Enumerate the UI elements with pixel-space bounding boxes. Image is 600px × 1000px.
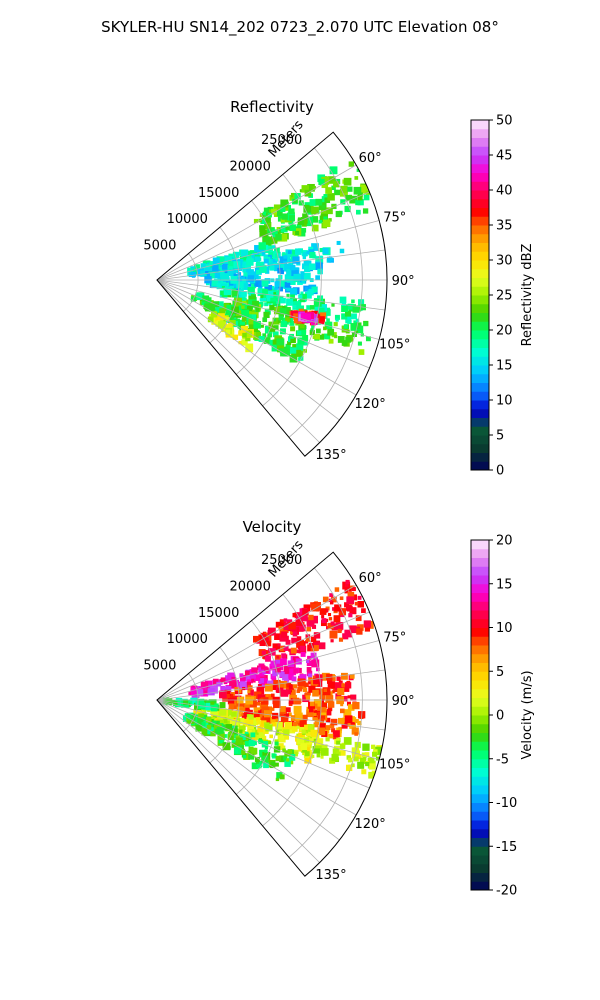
range-tick-label: 20000 [229, 579, 270, 594]
azimuth-gridline [156, 699, 380, 760]
echo-region [253, 161, 371, 246]
figure-suptitle: SKYLER-HU SN14_202 0723_2.070 UTC Elevat… [101, 18, 499, 37]
azimuth-tick-label: 135° [315, 868, 346, 883]
colorbar-tick-label: 0 [496, 464, 504, 479]
colorbar-tick-label: 50 [496, 114, 513, 129]
colorbar-tick-label: 0 [496, 709, 504, 724]
range-tick-label: 25000 [261, 133, 302, 148]
azimuth-gridline [156, 699, 340, 841]
azimuth-tick-label: 75° [383, 630, 406, 645]
azimuth-gridline [156, 279, 370, 369]
colorbar-tick-label: 35 [496, 219, 513, 234]
colorbar-tick-label: 45 [496, 149, 513, 164]
azimuth-gridline [156, 279, 357, 396]
azimuth-gridline [156, 279, 320, 443]
range-tick-label: 10000 [167, 632, 208, 647]
azimuth-tick-label: 90° [392, 694, 415, 709]
range-gridline [288, 567, 363, 858]
range-tick-label: 5000 [143, 239, 176, 254]
colorbar-tick-label: 15 [496, 359, 513, 374]
range-tick-label: 15000 [198, 186, 239, 201]
azimuth-gridline [156, 699, 320, 863]
sector-frame [156, 131, 388, 457]
azimuth-gridline [156, 611, 370, 701]
colorbar-tick-label: 15 [496, 577, 513, 592]
azimuth-gridline [156, 279, 380, 340]
range-gridline [235, 200, 281, 375]
azimuth-tick-label: 120° [354, 817, 385, 832]
panel-title: Velocity [243, 518, 302, 536]
colorbar-tick-label: 20 [496, 534, 513, 549]
range-tick-label: 25000 [261, 553, 302, 568]
azimuth-gridline [156, 220, 380, 281]
azimuth-gridline [156, 669, 386, 701]
azimuth-gridline [156, 164, 357, 281]
range-tick-label: 15000 [198, 606, 239, 621]
colorbar-tick-label: 10 [496, 394, 513, 409]
echo-region [190, 292, 309, 363]
colorbar-tick-label: -15 [496, 840, 517, 855]
azimuth-gridline [156, 699, 357, 816]
echo-region [182, 712, 296, 782]
colorbar-tick-label: 5 [496, 665, 504, 680]
panel-title: Reflectivity [230, 98, 314, 116]
azimuth-tick-label: 60° [359, 151, 382, 166]
echo-region [296, 737, 383, 779]
colorbar-tick-label: -5 [496, 752, 509, 767]
azimuth-gridline [156, 279, 386, 311]
azimuth-gridline [156, 584, 357, 701]
range-tick-label: 10000 [167, 212, 208, 227]
azimuth-gridline [156, 640, 380, 701]
azimuth-tick-label: 135° [315, 448, 346, 463]
panel-velocity: Velocity 60° 75° 90° 105° 120° 135° 5000 10000 15… [143, 518, 535, 899]
range-tick-label: 5000 [143, 659, 176, 674]
azimuth-gridline [156, 249, 386, 281]
azimuth-gridline [156, 699, 370, 789]
colorbar-tick-label: -10 [496, 796, 517, 811]
colorbar: -20 -15 -10 -5 0 5 10 15 20 Velocity (m/s) [470, 534, 535, 899]
range-gridline [288, 147, 363, 438]
colorbar-tick-label: -20 [496, 884, 517, 899]
colorbar-tick-label: 40 [496, 184, 513, 199]
azimuth-gridline [156, 191, 370, 281]
azimuth-gridline [156, 279, 340, 421]
sector-frame [156, 551, 388, 877]
azimuth-tick-label: 120° [354, 397, 385, 412]
colorbar: 0 5 10 15 20 25 30 35 40 45 50 Reflectivity dBZ [470, 114, 535, 479]
colorbar-tick-label: 30 [496, 254, 513, 269]
range-gridline [209, 646, 240, 764]
azimuth-gridline [156, 699, 386, 731]
azimuth-tick-label: 90° [392, 274, 415, 289]
panel-reflectivity: Reflectivity60°75°90°105°120°135°5000100… [143, 98, 535, 479]
azimuth-tick-label: 75° [383, 210, 406, 225]
range-gridline [235, 620, 281, 795]
colorbar-label: Reflectivity dBZ [520, 244, 535, 347]
colorbar-tick-label: 25 [496, 289, 513, 304]
colorbar-tick-label: 10 [496, 621, 513, 636]
echo-region [252, 579, 374, 662]
range-tick-label: 20000 [229, 159, 270, 174]
colorbar-tick-label: 20 [496, 324, 513, 339]
azimuth-tick-label: 105° [379, 338, 410, 353]
echo-field [187, 161, 371, 363]
echo-region [188, 651, 320, 698]
echo-field [162, 579, 383, 782]
echo-region [297, 311, 319, 326]
colorbar-label: Velocity (m/s) [520, 670, 535, 759]
range-gridline [209, 226, 240, 344]
azimuth-tick-label: 105° [379, 758, 410, 773]
azimuth-tick-label: 60° [359, 571, 382, 586]
colorbar-tick-label: 5 [496, 429, 504, 444]
